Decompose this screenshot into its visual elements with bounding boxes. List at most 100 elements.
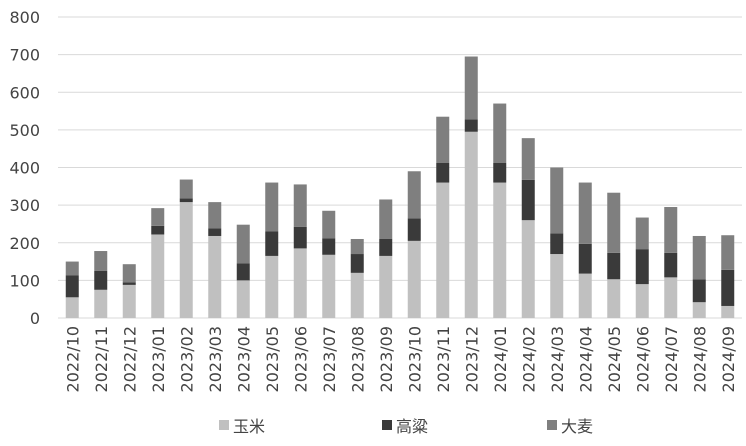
bar-segment [635,249,649,285]
x-tick-label: 2023/05 [263,326,282,392]
bar-segment [379,255,393,318]
bar-segment [550,167,564,234]
bar-segment [293,226,307,249]
legend-swatch [219,420,229,430]
y-tick-label: 600 [9,83,40,102]
bar-segment [122,282,136,285]
x-tick-label: 2023/11 [434,326,453,392]
x-tick-label: 2023/04 [234,326,253,392]
bar-segment [721,305,735,318]
x-tick-label: 2024/03 [548,326,567,392]
bar-segment [493,103,507,163]
bar-segment [293,184,307,227]
bar-segment [322,210,336,239]
x-tick-label: 2024/08 [690,326,709,392]
x-tick-label: 2023/09 [377,326,396,392]
bar-segment [550,254,564,318]
legend-swatch [547,420,557,430]
y-tick-label: 100 [9,271,40,290]
bar-segment [721,269,735,306]
y-tick-label: 0 [30,309,40,328]
y-tick-label: 800 [9,8,40,27]
bar-segment [578,182,592,244]
bar-segment [464,56,478,120]
bar-segment [407,240,421,318]
bar-segment [122,284,136,318]
x-tick-label: 2024/02 [519,326,538,392]
x-tick-label: 2023/10 [405,326,424,392]
bar-segment [322,238,336,255]
bar-segment [122,264,136,283]
bar-segment [236,280,250,318]
bar-segment [208,202,222,229]
x-tick-label: 2023/07 [320,326,339,392]
bar-segment [493,162,507,183]
bar-segment [692,302,706,318]
x-tick-label: 2022/12 [120,326,139,392]
bar-segment [635,217,649,250]
bar-segment [436,182,450,318]
bar-segment [94,289,108,318]
bar-segment [65,261,79,276]
bar-segment [94,270,108,290]
bar-segment [179,179,193,199]
legend-label: 高粱 [396,417,428,436]
x-tick-label: 2024/05 [605,326,624,392]
x-tick-label: 2023/01 [149,326,168,392]
bar-segment [350,254,364,273]
bar-segment [550,233,564,255]
bar-segment [407,171,421,219]
y-tick-label: 200 [9,234,40,253]
bar-segment [265,182,279,232]
bar-segment [493,182,507,318]
x-tick-label: 2023/06 [291,326,310,392]
bar-segment [293,248,307,318]
bar-segment [65,275,79,298]
bar-segment [635,284,649,318]
bar-segment [94,251,108,271]
bar-segment [265,255,279,318]
legend-swatch [382,420,392,430]
legend-label: 玉米 [233,417,265,436]
bar-segment [208,228,222,236]
x-tick-label: 2023/12 [462,326,481,392]
x-tick-label: 2022/10 [63,326,82,392]
bar-segment [350,272,364,318]
bar-segment [151,225,165,235]
bar-segment [521,179,535,221]
bar-segment [379,199,393,239]
bar-segment [322,254,336,318]
bar-segment [407,218,421,241]
bar-segment [236,224,250,264]
bar-segment [607,252,621,280]
legend-label: 大麦 [561,417,593,436]
bar-segment [721,235,735,270]
bar-segment [236,263,250,281]
bar-segment [65,297,79,318]
bar-segment [464,119,478,132]
y-tick-label: 400 [9,159,40,178]
bar-segment [692,279,706,303]
x-tick-label: 2023/03 [206,326,225,392]
x-tick-label: 2024/01 [491,326,510,392]
bar-segment [578,273,592,318]
bar-segment [208,235,222,318]
bar-segment [151,208,165,226]
bar-segment [265,231,279,256]
bar-segment [151,234,165,318]
y-tick-label: 500 [9,121,40,140]
x-tick-label: 2024/09 [719,326,738,392]
bar-segment [179,202,193,318]
bar-segment [664,277,678,318]
bar-segment [436,162,450,183]
bar-segment [464,131,478,318]
x-tick-label: 2024/04 [576,326,595,392]
bar-segment [664,252,678,278]
x-tick-label: 2024/07 [662,326,681,392]
x-tick-label: 2023/02 [177,326,196,392]
bar-segment [436,116,450,163]
y-tick-label: 700 [9,46,40,65]
x-tick-label: 2023/08 [348,326,367,392]
y-tick-label: 300 [9,196,40,215]
